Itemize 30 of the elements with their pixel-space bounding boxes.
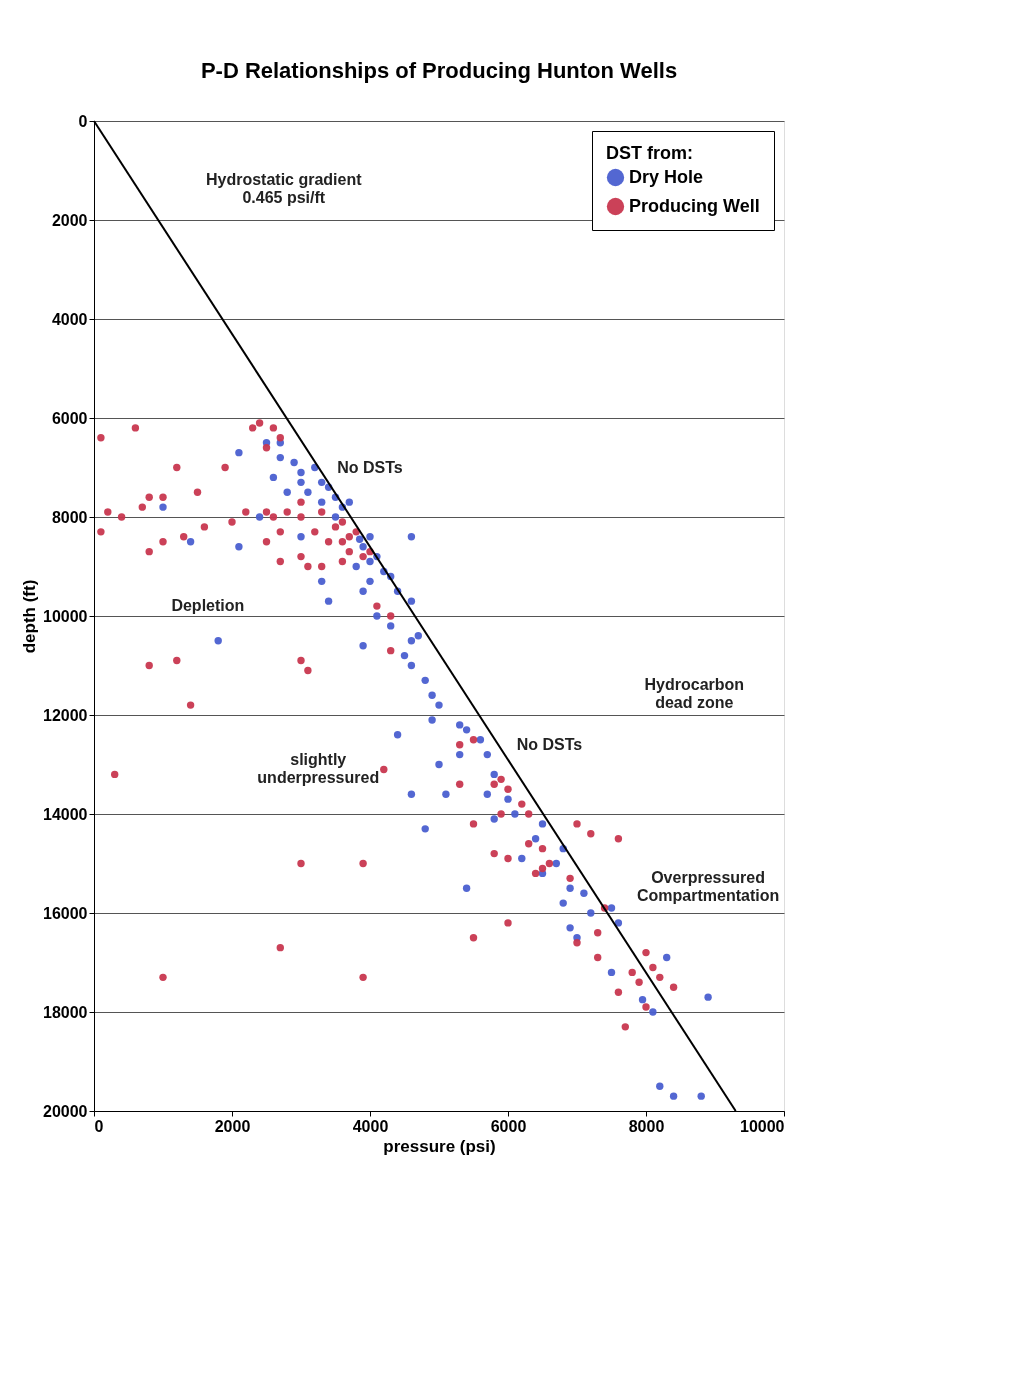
y-tick-label: 6000 [51,409,88,427]
y-tick-label: 0 [78,112,88,130]
y-tick-label: 16000 [43,904,88,922]
y-tick-label: 20000 [43,1102,88,1120]
x-tick-label: 0 [94,1117,104,1135]
annotation: slightly underpressured [257,750,380,786]
y-tick-label: 8000 [51,508,88,526]
y-tick-label: 18000 [43,1003,88,1021]
annotation: No DSTs [516,735,583,753]
y-tick-label: 4000 [51,310,88,328]
legend-label: Dry Hole [629,166,704,187]
x-tick-label: 8000 [628,1117,665,1135]
annotation: Overpressured Compartmentation [636,869,780,905]
x-tick-label: 2000 [214,1117,251,1135]
y-tick-label: 10000 [43,607,88,625]
y-axis-title: depth (ft) [20,579,40,654]
y-tick-label: 12000 [43,706,88,724]
x-tick-label: 6000 [490,1117,527,1135]
legend-title: DST from: [606,143,693,163]
y-tick-label: 14000 [43,805,88,823]
annotation: No DSTs [337,458,403,476]
y-tick-label: 2000 [51,211,88,229]
x-tick-label: 4000 [352,1117,389,1135]
annotation: Hydrocarbon dead zone [644,676,745,712]
annotation: Depletion [171,597,245,615]
chart-title: P-D Relationships of Producing Hunton Wells [200,58,678,83]
annotation: Hydrostatic gradient 0.465 psi/ft [205,171,363,207]
legend-label: Producing Well [629,195,760,216]
x-tick-label: 10000 [740,1117,785,1135]
x-axis-title: pressure (psi) [383,1136,496,1156]
